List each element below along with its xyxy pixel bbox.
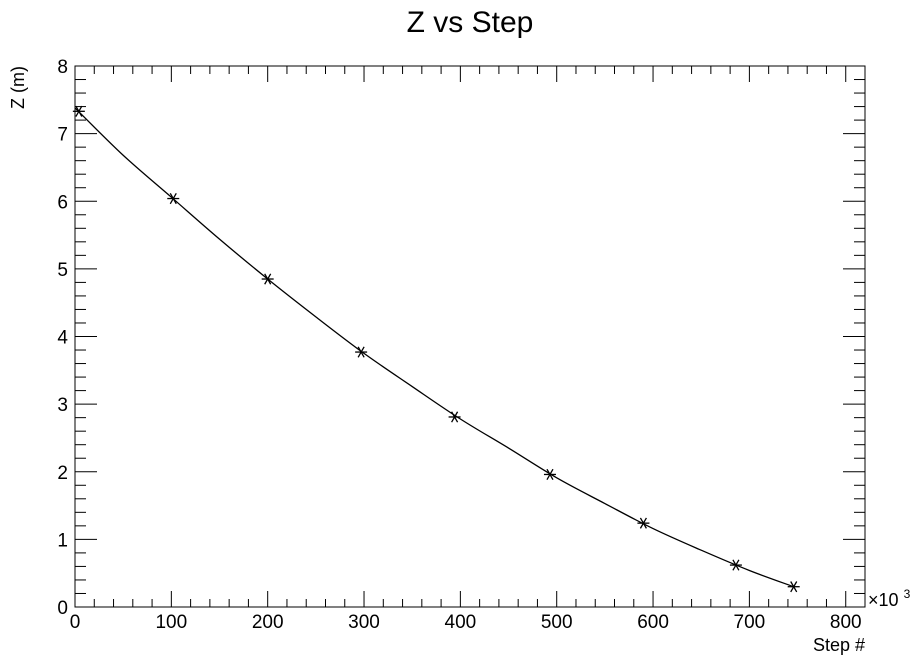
data-point [72,105,85,117]
data-point [261,273,274,285]
data-point [637,517,650,529]
y-tick-label: 3 [57,395,68,416]
x-tick-label: 400 [445,612,477,633]
x-axis-multiplier: ×10 3 [868,587,911,610]
y-tick-label: 0 [57,598,68,619]
x-tick-label: 500 [541,612,573,633]
plot-frame [74,65,866,608]
x-tick-label: 0 [70,612,81,633]
y-tick-label: 8 [57,57,68,78]
x-axis-ticks [74,66,866,607]
data-markers [72,105,800,593]
data-point [787,581,800,593]
x-tick-label: 200 [252,612,284,633]
x-axis-tick-labels: 0 100 200 300 400 500 600 700 800 [70,612,862,633]
data-point [167,193,180,205]
x-tick-label: 600 [637,612,669,633]
fit-curve [74,107,794,588]
y-tick-label: 1 [57,530,68,551]
x-tick-label: 100 [155,612,187,633]
x-axis-multiplier-base: ×10 [868,590,899,610]
y-axis-title: Z (m) [8,66,28,109]
y-tick-label: 6 [57,192,68,213]
y-axis-ticks [75,65,865,608]
data-point [543,468,556,480]
data-point [729,559,742,571]
y-tick-label: 2 [57,463,68,484]
data-point [448,411,461,423]
x-tick-label: 300 [348,612,380,633]
y-axis-tick-labels: 0 1 2 3 4 5 6 7 8 [57,57,68,619]
data-point [355,346,368,358]
x-axis-multiplier-exponent: 3 [904,587,911,601]
x-axis-title: Step # [813,635,865,655]
y-tick-label: 7 [57,125,68,146]
y-tick-label: 4 [57,328,68,349]
y-tick-label: 5 [57,260,68,281]
x-tick-label: 700 [734,612,766,633]
x-tick-label: 800 [830,612,862,633]
chart-title: Z vs Step [407,6,534,39]
